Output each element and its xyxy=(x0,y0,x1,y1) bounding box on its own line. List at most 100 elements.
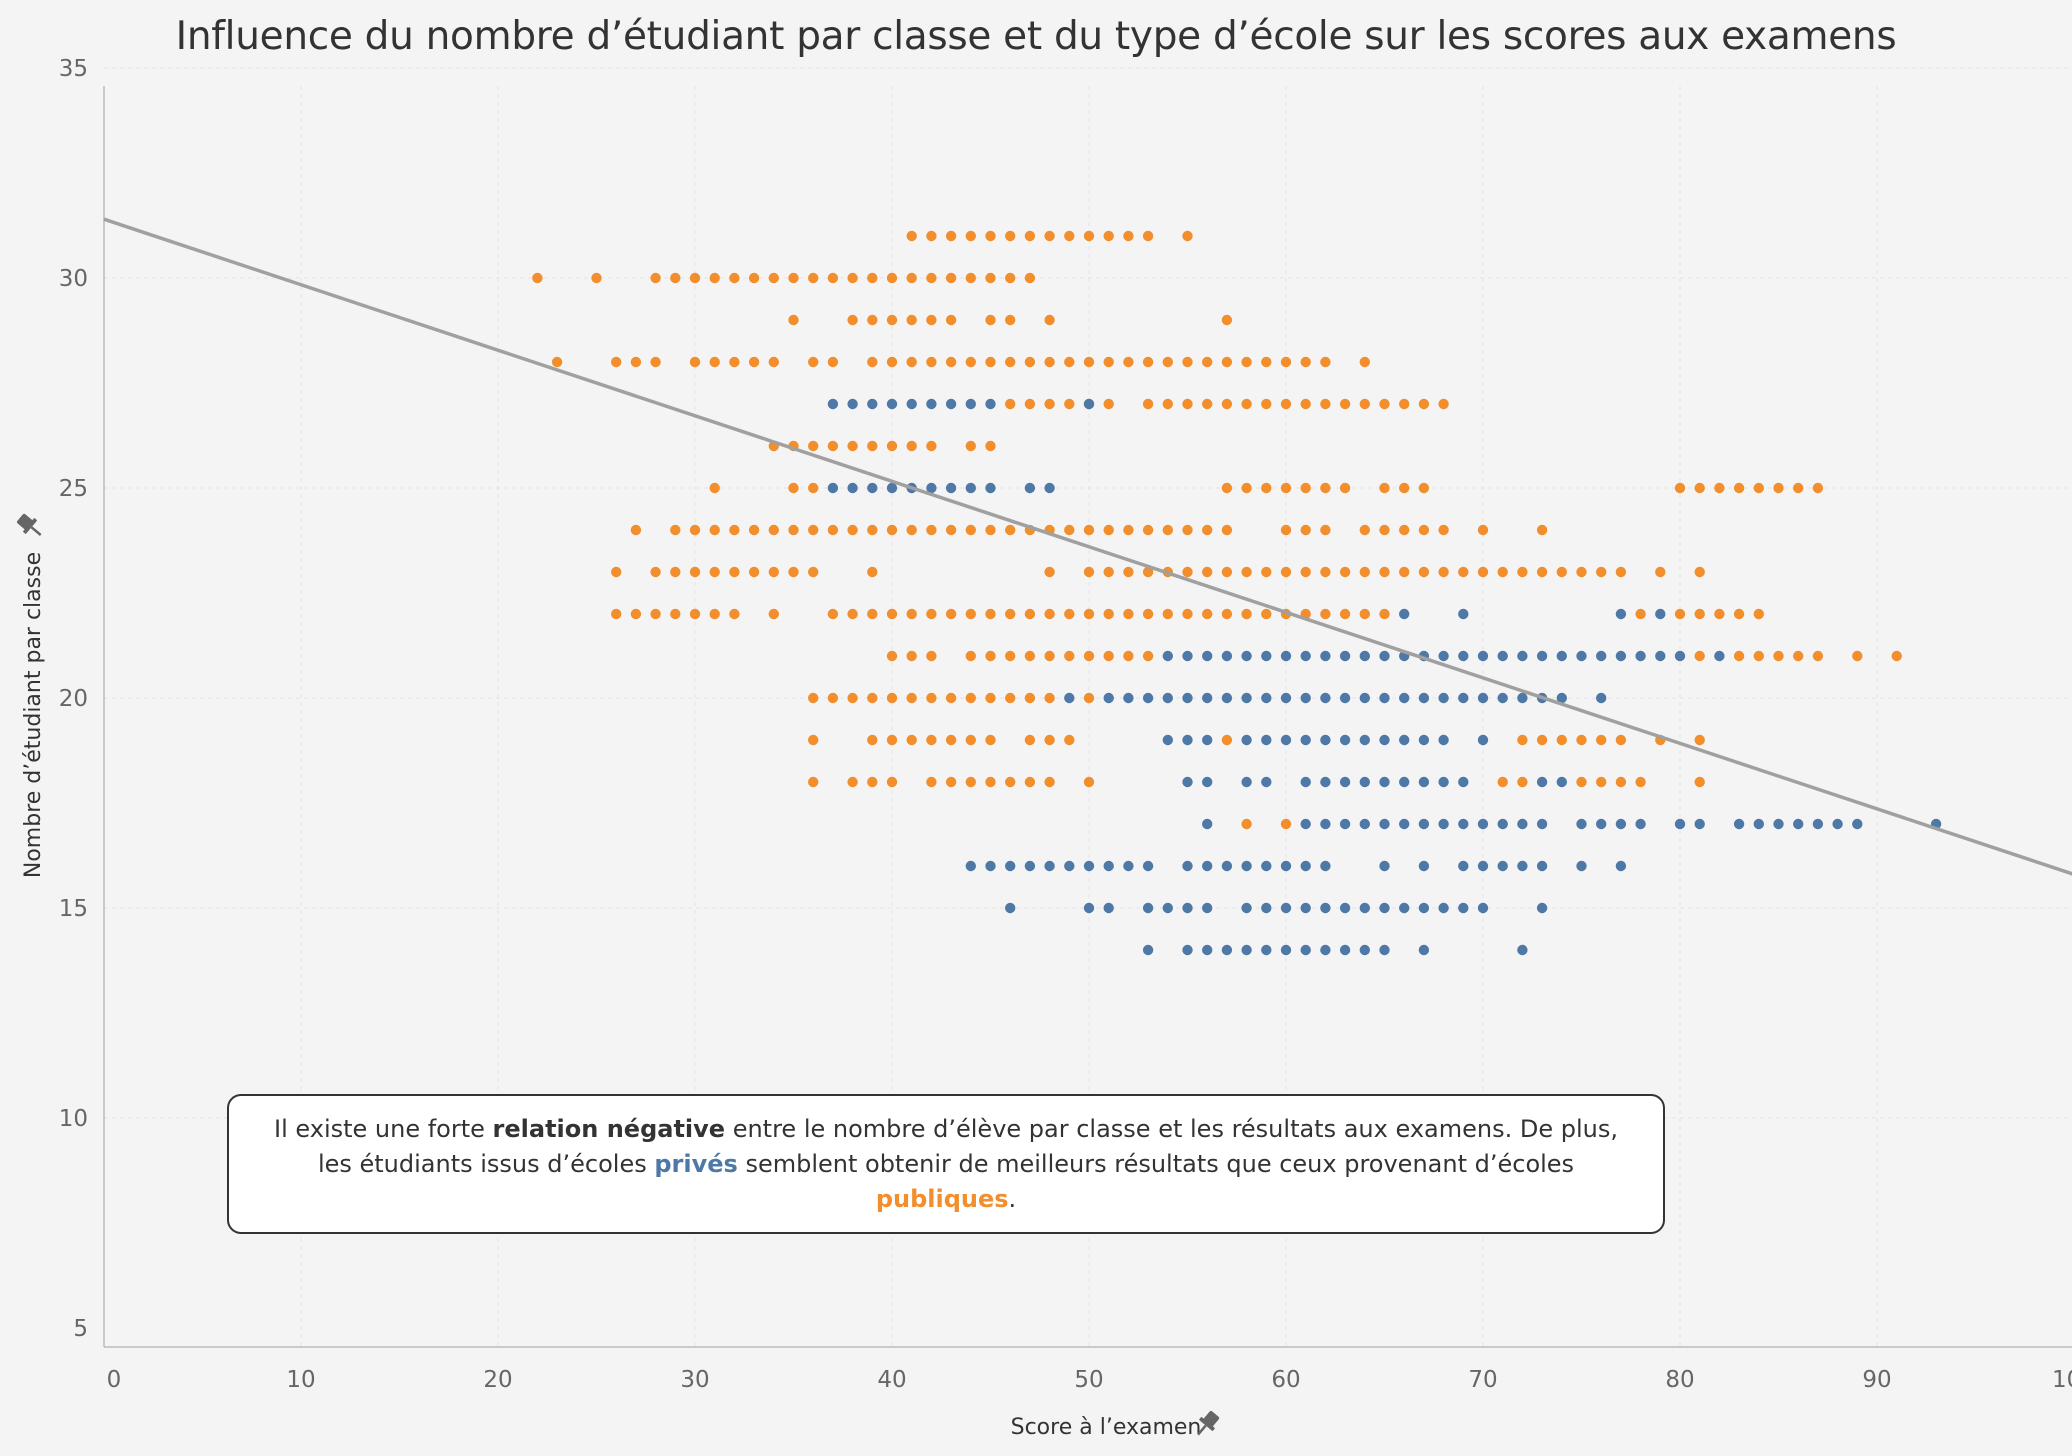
data-point-publique[interactable] xyxy=(630,524,642,536)
data-point-publique[interactable] xyxy=(1103,398,1114,410)
data-point-publique[interactable] xyxy=(768,272,779,284)
data-point-publique[interactable] xyxy=(926,524,937,536)
data-point-prive[interactable] xyxy=(1379,860,1390,872)
data-point-prive[interactable] xyxy=(1458,818,1469,830)
data-point-publique[interactable] xyxy=(1261,398,1272,410)
data-point-prive[interactable] xyxy=(965,398,976,410)
data-point-prive[interactable] xyxy=(1399,902,1410,914)
data-point-publique[interactable] xyxy=(847,440,858,452)
data-point-prive[interactable] xyxy=(1635,650,1646,662)
data-point-publique[interactable] xyxy=(867,440,878,452)
data-point-publique[interactable] xyxy=(1005,398,1016,410)
data-point-publique[interactable] xyxy=(1418,482,1430,494)
data-point-prive[interactable] xyxy=(1320,776,1331,788)
data-point-publique[interactable] xyxy=(945,692,957,704)
data-point-prive[interactable] xyxy=(1418,734,1430,746)
data-point-prive[interactable] xyxy=(847,482,858,494)
data-point-prive[interactable] xyxy=(1615,650,1627,662)
data-point-publique[interactable] xyxy=(867,608,878,620)
data-point-publique[interactable] xyxy=(1142,650,1154,662)
data-point-publique[interactable] xyxy=(886,650,898,662)
data-point-prive[interactable] xyxy=(1497,818,1508,830)
data-point-publique[interactable] xyxy=(1241,356,1252,368)
data-point-prive[interactable] xyxy=(985,398,996,410)
data-point-prive[interactable] xyxy=(1320,944,1331,956)
data-point-publique[interactable] xyxy=(1359,566,1371,578)
data-point-publique[interactable] xyxy=(1694,650,1705,662)
data-point-publique[interactable] xyxy=(1064,524,1075,536)
data-point-publique[interactable] xyxy=(1103,650,1114,662)
data-point-publique[interactable] xyxy=(1221,356,1233,368)
data-point-prive[interactable] xyxy=(1536,650,1548,662)
data-point-publique[interactable] xyxy=(906,608,917,620)
data-point-publique[interactable] xyxy=(1399,398,1410,410)
data-point-prive[interactable] xyxy=(1241,734,1252,746)
data-point-prive[interactable] xyxy=(1674,650,1686,662)
data-point-publique[interactable] xyxy=(1221,524,1233,536)
data-point-prive[interactable] xyxy=(1300,818,1311,830)
data-point-prive[interactable] xyxy=(985,860,996,872)
data-point-publique[interactable] xyxy=(867,566,878,578)
data-point-prive[interactable] xyxy=(1536,818,1548,830)
data-point-publique[interactable] xyxy=(1536,734,1548,746)
data-point-publique[interactable] xyxy=(926,692,937,704)
data-point-publique[interactable] xyxy=(1005,524,1016,536)
data-point-prive[interactable] xyxy=(1497,692,1508,704)
data-point-publique[interactable] xyxy=(827,692,839,704)
data-point-publique[interactable] xyxy=(729,524,740,536)
data-point-publique[interactable] xyxy=(1477,566,1489,578)
data-point-publique[interactable] xyxy=(886,314,898,326)
data-point-publique[interactable] xyxy=(1733,482,1745,494)
data-point-publique[interactable] xyxy=(650,272,661,284)
data-point-publique[interactable] xyxy=(1221,398,1233,410)
data-point-prive[interactable] xyxy=(1221,944,1233,956)
data-point-publique[interactable] xyxy=(808,734,819,746)
data-point-prive[interactable] xyxy=(1379,650,1390,662)
data-point-prive[interactable] xyxy=(1064,860,1075,872)
data-point-publique[interactable] xyxy=(945,272,957,284)
data-point-publique[interactable] xyxy=(1123,356,1134,368)
data-point-publique[interactable] xyxy=(1812,482,1824,494)
data-point-publique[interactable] xyxy=(1655,566,1666,578)
data-point-publique[interactable] xyxy=(1005,272,1016,284)
data-point-prive[interactable] xyxy=(1320,860,1331,872)
data-point-prive[interactable] xyxy=(1379,776,1390,788)
data-point-publique[interactable] xyxy=(1674,482,1686,494)
data-point-publique[interactable] xyxy=(926,440,937,452)
data-point-publique[interactable] xyxy=(1694,482,1705,494)
data-point-publique[interactable] xyxy=(965,650,976,662)
data-point-prive[interactable] xyxy=(1418,902,1430,914)
data-point-publique[interactable] xyxy=(906,230,917,242)
data-point-prive[interactable] xyxy=(1517,650,1528,662)
data-point-prive[interactable] xyxy=(847,398,858,410)
data-point-prive[interactable] xyxy=(1005,902,1016,914)
data-point-publique[interactable] xyxy=(1182,524,1193,536)
data-point-prive[interactable] xyxy=(1438,650,1449,662)
data-point-prive[interactable] xyxy=(1339,650,1351,662)
data-point-publique[interactable] xyxy=(985,692,996,704)
data-point-publique[interactable] xyxy=(768,608,779,620)
data-point-prive[interactable] xyxy=(1359,776,1371,788)
data-point-publique[interactable] xyxy=(1241,818,1252,830)
data-point-publique[interactable] xyxy=(1773,482,1784,494)
data-point-prive[interactable] xyxy=(1399,734,1410,746)
data-point-publique[interactable] xyxy=(945,230,957,242)
data-point-publique[interactable] xyxy=(768,524,779,536)
data-point-publique[interactable] xyxy=(1438,524,1449,536)
data-point-publique[interactable] xyxy=(985,440,996,452)
data-point-publique[interactable] xyxy=(709,608,720,620)
data-point-prive[interactable] xyxy=(965,860,976,872)
data-point-prive[interactable] xyxy=(1300,902,1311,914)
data-point-publique[interactable] xyxy=(1044,230,1055,242)
data-point-publique[interactable] xyxy=(1202,566,1213,578)
data-point-publique[interactable] xyxy=(1635,608,1646,620)
data-point-publique[interactable] xyxy=(886,608,898,620)
data-point-publique[interactable] xyxy=(1241,566,1252,578)
data-point-prive[interactable] xyxy=(1202,734,1213,746)
data-point-prive[interactable] xyxy=(1241,650,1252,662)
data-point-publique[interactable] xyxy=(1241,398,1252,410)
data-point-publique[interactable] xyxy=(1280,482,1292,494)
data-point-publique[interactable] xyxy=(886,524,898,536)
data-point-publique[interactable] xyxy=(1083,608,1095,620)
data-point-publique[interactable] xyxy=(1320,356,1331,368)
